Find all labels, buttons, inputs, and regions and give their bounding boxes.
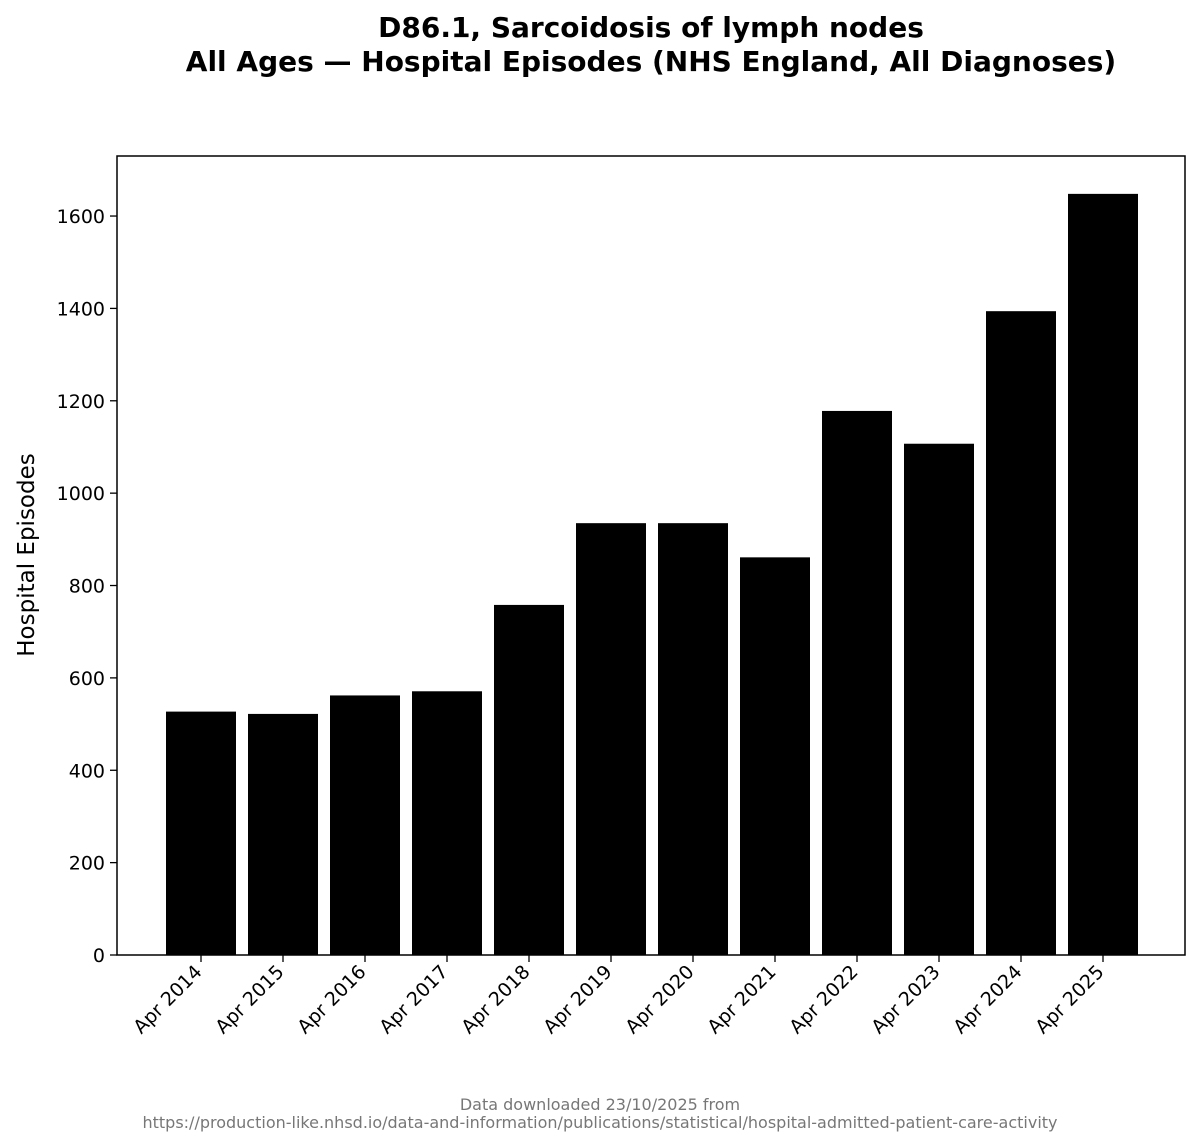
source-footer-line-1: Data downloaded 23/10/2025 from — [459, 1095, 741, 1114]
bar — [330, 695, 400, 955]
bar-chart: D86.1, Sarcoidosis of lymph nodes All Ag… — [14, 11, 1186, 1038]
x-tick-label: Apr 2025 — [1031, 961, 1108, 1038]
bar — [986, 311, 1056, 955]
bar — [740, 557, 810, 955]
y-tick-label: 400 — [69, 760, 105, 782]
y-tick-label: 800 — [69, 576, 105, 598]
bar — [412, 691, 482, 955]
x-tick-label: Apr 2023 — [867, 961, 944, 1038]
y-tick-label: 1200 — [57, 391, 105, 413]
bar — [248, 713, 318, 955]
plot-frame — [116, 155, 1186, 956]
x-tick-label: Apr 2018 — [457, 961, 534, 1038]
x-tick-label: Apr 2016 — [293, 961, 370, 1038]
x-tick-label: Apr 2022 — [785, 961, 862, 1038]
source-footer-url: https://production-like.nhsd.io/data-and… — [142, 1113, 1058, 1132]
chart-title-line-1: D86.1, Sarcoidosis of lymph nodes — [378, 11, 924, 44]
x-tick-label: Apr 2019 — [539, 961, 616, 1038]
chart-title-line-2: All Ages — Hospital Episodes (NHS Englan… — [186, 45, 1116, 78]
bar — [822, 410, 892, 955]
x-tick-label: Apr 2024 — [949, 961, 1026, 1038]
y-axis-label: Hospital Episodes — [14, 453, 40, 656]
x-tick-label: Apr 2020 — [621, 961, 698, 1038]
bar — [576, 523, 646, 955]
bar — [658, 523, 728, 955]
bar — [1068, 193, 1138, 955]
y-tick-label: 600 — [69, 668, 105, 690]
y-tick-label: 1000 — [57, 483, 105, 505]
y-tick-label: 1400 — [57, 298, 105, 320]
source-footer: Data downloaded 23/10/2025 from https://… — [0, 1096, 1200, 1132]
x-tick-label: Apr 2017 — [375, 961, 452, 1038]
bar — [494, 604, 564, 955]
y-tick-label: 200 — [69, 853, 105, 875]
y-tick-label: 0 — [93, 945, 105, 967]
bar — [904, 443, 974, 955]
x-tick-label: Apr 2014 — [129, 961, 206, 1038]
x-tick-label: Apr 2015 — [211, 961, 288, 1038]
x-tick-label: Apr 2021 — [703, 961, 780, 1038]
bar — [166, 711, 236, 955]
y-tick-label: 1600 — [57, 206, 105, 228]
